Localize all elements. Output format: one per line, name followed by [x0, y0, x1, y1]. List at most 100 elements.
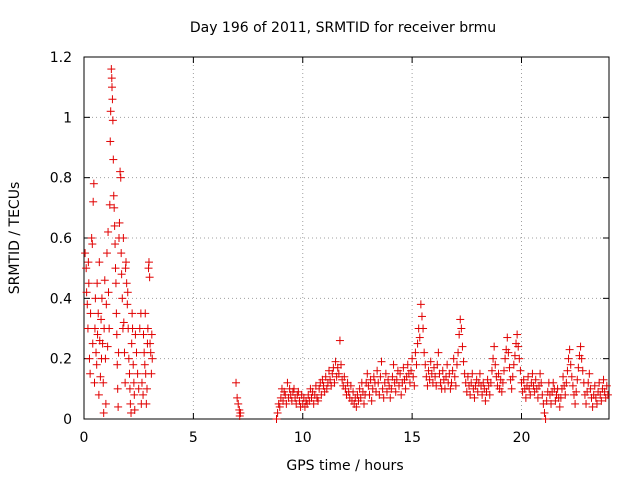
data-point	[122, 258, 130, 267]
data-point	[555, 402, 564, 411]
data-point	[500, 366, 508, 375]
data-point	[143, 324, 152, 333]
data-point	[508, 372, 517, 381]
data-point	[432, 381, 441, 390]
data-point	[565, 345, 574, 354]
data-point	[126, 399, 135, 408]
data-point	[127, 339, 136, 348]
data-point	[491, 360, 500, 369]
data-point	[99, 408, 108, 417]
data-point	[413, 339, 422, 348]
data-point	[232, 378, 241, 387]
data-point	[110, 221, 119, 230]
data-point	[375, 390, 384, 399]
data-point	[147, 369, 156, 378]
data-point	[117, 249, 126, 258]
data-point	[588, 402, 597, 411]
data-point	[108, 95, 117, 104]
data-point	[335, 336, 344, 345]
data-point	[346, 381, 355, 390]
data-point	[584, 378, 593, 387]
plot-frame	[83, 56, 610, 420]
data-point	[326, 375, 335, 384]
data-point	[586, 384, 595, 393]
data-point	[416, 300, 425, 309]
data-point	[133, 369, 142, 378]
data-point	[563, 366, 572, 375]
data-point	[490, 342, 499, 351]
data-point	[449, 354, 458, 363]
x-tick-label: 15	[403, 430, 421, 446]
data-point	[98, 339, 107, 348]
data-point	[273, 408, 282, 417]
y-tick-label: 1	[63, 110, 72, 126]
data-point	[105, 324, 114, 333]
data-point	[102, 300, 111, 309]
data-point	[574, 363, 583, 372]
data-point	[541, 415, 550, 423]
data-point	[272, 415, 281, 423]
data-point	[290, 384, 298, 393]
data-point	[519, 375, 528, 384]
data-point	[123, 288, 132, 297]
data-point	[89, 197, 98, 206]
data-point	[578, 366, 587, 375]
data-point	[337, 360, 346, 369]
data-point	[349, 387, 358, 396]
data-point	[571, 399, 580, 408]
data-point	[585, 369, 594, 378]
data-point	[93, 279, 102, 288]
data-point	[90, 378, 99, 387]
data-point	[466, 390, 475, 399]
data-point	[135, 324, 144, 333]
data-point	[111, 240, 120, 249]
data-point	[382, 387, 391, 396]
data-point	[275, 402, 284, 411]
data-point	[137, 378, 146, 387]
data-point	[448, 366, 457, 375]
data-point	[516, 366, 525, 375]
data-point	[505, 363, 514, 372]
data-point	[419, 324, 428, 333]
y-tick-label: 0.4	[50, 291, 72, 307]
data-point	[562, 378, 571, 387]
data-point	[489, 354, 498, 363]
data-point	[387, 384, 396, 393]
data-point	[549, 378, 558, 387]
data-point	[407, 366, 416, 375]
data-point	[524, 372, 533, 381]
data-point	[456, 315, 465, 324]
data-point	[123, 300, 132, 309]
data-point	[107, 74, 116, 83]
data-point	[129, 378, 138, 387]
data-point	[96, 372, 105, 381]
data-point	[384, 375, 393, 384]
data-point	[391, 387, 400, 396]
data-point	[497, 387, 506, 396]
data-point	[467, 378, 476, 387]
data-point	[116, 167, 125, 176]
data-point	[485, 390, 494, 399]
data-point	[132, 348, 141, 357]
data-point	[405, 378, 414, 387]
data-point	[106, 107, 115, 116]
data-point	[129, 360, 138, 369]
data-point	[321, 372, 330, 381]
data-point	[134, 384, 143, 393]
data-point	[106, 137, 115, 146]
data-point	[139, 330, 148, 339]
data-point	[101, 399, 110, 408]
data-point	[363, 369, 372, 378]
data-point	[89, 179, 98, 188]
data-point	[513, 330, 522, 339]
x-tick-label: 0	[80, 430, 89, 446]
data-point	[82, 288, 91, 297]
data-point	[536, 369, 545, 378]
data-point	[99, 378, 108, 387]
data-point	[566, 360, 575, 369]
data-point	[595, 378, 604, 387]
data-point	[92, 360, 101, 369]
data-point	[119, 234, 128, 242]
data-point	[417, 312, 426, 321]
data-point	[314, 396, 323, 405]
